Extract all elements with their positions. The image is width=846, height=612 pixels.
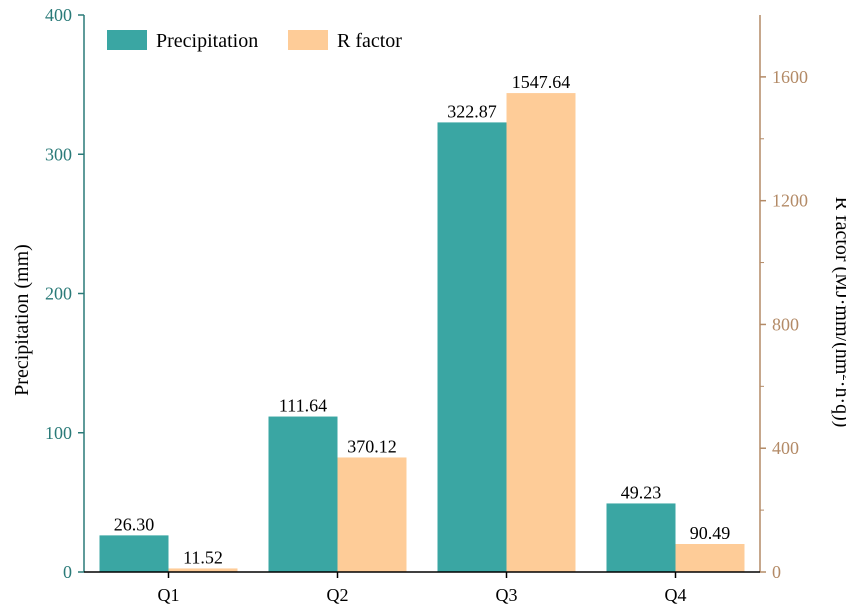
x-tick-label-q1: Q1 bbox=[158, 585, 180, 605]
label-r-factor-q3: 1547.64 bbox=[512, 72, 571, 92]
left-tick-label-100: 100 bbox=[45, 423, 72, 443]
bar-r-factor-q1 bbox=[168, 568, 238, 572]
left-axis-title: Precipitation (mm) bbox=[11, 244, 33, 396]
left-tick-label-400: 400 bbox=[45, 5, 72, 25]
label-precipitation-q3: 322.87 bbox=[447, 101, 497, 121]
right-tick-label-1200: 1200 bbox=[772, 191, 808, 211]
label-precipitation-q2: 111.64 bbox=[279, 396, 327, 416]
bar-r-factor-q4 bbox=[675, 543, 745, 572]
label-r-factor-q4: 90.49 bbox=[690, 523, 731, 543]
label-r-factor-q1: 11.52 bbox=[183, 547, 223, 567]
bar-labels-layer: 26.30 11.52 111.64 370.12 322.87 1547.64 49.23… bbox=[114, 72, 731, 567]
bar-precipitation-q4 bbox=[606, 503, 676, 572]
label-precipitation-q1: 26.30 bbox=[114, 514, 155, 534]
left-tick-label-0: 0 bbox=[63, 562, 72, 582]
x-tick-label-q3: Q3 bbox=[496, 585, 518, 605]
right-tick-label-0: 0 bbox=[772, 562, 781, 582]
left-axis: 0 100 200 300 400 bbox=[45, 5, 85, 582]
bar-r-factor-q2 bbox=[337, 457, 407, 572]
legend-swatch-r-factor bbox=[288, 30, 328, 50]
left-tick-label-200: 200 bbox=[45, 284, 72, 304]
bar-precipitation-q2 bbox=[268, 416, 338, 572]
left-tick-label-300: 300 bbox=[45, 144, 72, 164]
legend-label-r-factor: R factor bbox=[337, 30, 402, 52]
right-tick-label-800: 800 bbox=[772, 314, 799, 334]
x-tick-label-q4: Q4 bbox=[665, 585, 687, 605]
x-tick-label-q2: Q2 bbox=[327, 585, 349, 605]
label-precipitation-q4: 49.23 bbox=[621, 482, 662, 502]
legend: Precipitation R factor bbox=[107, 30, 402, 52]
bar-precipitation-q1 bbox=[99, 535, 169, 572]
right-axis-title-superscript: 2 bbox=[841, 374, 846, 381]
legend-label-precipitation: Precipitation bbox=[156, 30, 258, 52]
right-axis-title: R factor (MJ·mm/(hm2·h·q)) bbox=[831, 197, 846, 428]
label-r-factor-q2: 370.12 bbox=[347, 436, 397, 456]
bars-layer bbox=[99, 93, 745, 572]
legend-swatch-precipitation bbox=[107, 30, 147, 50]
bar-precipitation-q3 bbox=[437, 122, 507, 572]
right-tick-label-1600: 1600 bbox=[772, 67, 808, 87]
bar-r-factor-q3 bbox=[506, 93, 576, 572]
x-axis: Q1 Q2 Q3 Q4 bbox=[84, 571, 760, 605]
right-tick-label-400: 400 bbox=[772, 438, 799, 458]
right-axis-title-part2: ·h·q)) bbox=[831, 381, 846, 428]
right-axis-title-part1: R factor (MJ·mm/(hm bbox=[831, 197, 846, 375]
right-axis: 0 400 800 1200 1600 bbox=[759, 15, 808, 582]
